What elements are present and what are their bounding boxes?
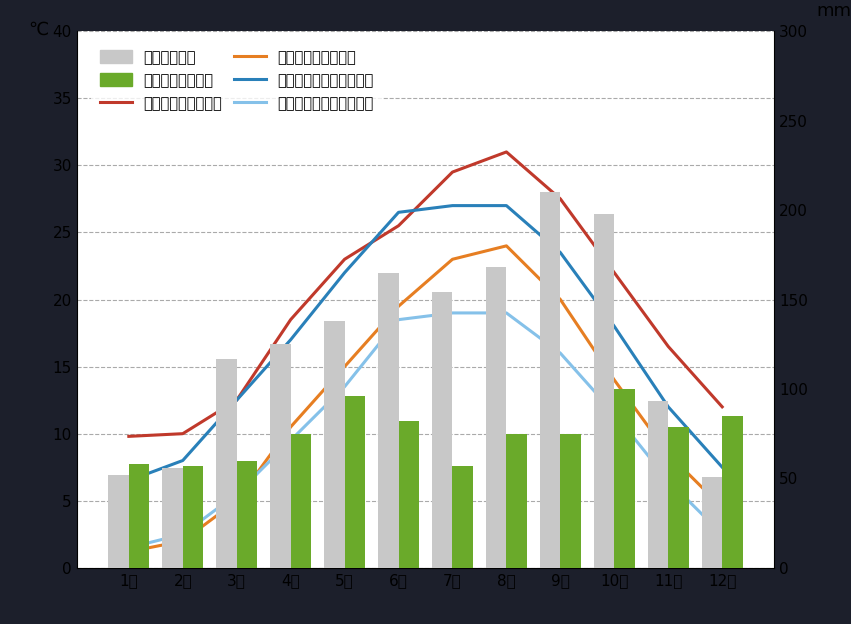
Line: ベネチアの平均最低気温: ベネチアの平均最低気温 [129, 313, 722, 548]
東京の平均最低気温 [340, 363, 350, 371]
ベネチアの平均最低気温 [340, 383, 350, 391]
ベネチアの平均最低気温 [448, 310, 458, 317]
東京の平均最低気温 [609, 376, 620, 384]
ベネチアの平均最高気温 [448, 202, 458, 209]
東京の平均最高気温 [501, 148, 511, 155]
ベネチアの平均最高気温 [231, 396, 242, 404]
東京の平均最低気温 [663, 450, 673, 457]
Bar [702, 477, 722, 568]
Bar [129, 464, 149, 568]
ベネチアの平均最高気温 [717, 464, 728, 471]
東京の平均最高気温 [340, 256, 350, 263]
Bar [345, 396, 365, 568]
東京の平均最低気温 [501, 242, 511, 250]
東京の平均最高気温 [231, 396, 242, 404]
ベネチアの平均最高気温 [663, 403, 673, 411]
Bar [398, 421, 419, 568]
東京の平均最低気温 [286, 423, 296, 431]
Bar [432, 293, 453, 568]
Y-axis label: mm: mm [816, 2, 851, 21]
ベネチアの平均最低気温 [663, 477, 673, 484]
東京の平均最低気温 [123, 548, 134, 555]
ベネチアの平均最低気温 [178, 530, 188, 538]
ベネチアの平均最高気温 [178, 457, 188, 464]
Bar [237, 461, 257, 568]
東京の平均最高気温 [448, 168, 458, 176]
東京の平均最高気温 [717, 403, 728, 411]
Bar [486, 267, 506, 568]
ベネチアの平均最低気温 [555, 349, 565, 357]
Line: 東京の平均最低気温: 東京の平均最低気温 [129, 246, 722, 552]
Bar [648, 401, 668, 568]
Bar [378, 273, 398, 568]
Bar [506, 434, 527, 568]
Bar [453, 466, 473, 568]
Bar [163, 467, 183, 568]
Bar [722, 416, 743, 568]
東京の平均最高気温 [123, 432, 134, 440]
東京の平均最高気温 [663, 343, 673, 350]
Bar [614, 389, 635, 568]
ベネチアの平均最高気温 [555, 249, 565, 256]
ベネチアの平均最低気温 [286, 437, 296, 444]
Bar [183, 466, 203, 568]
東京の平均最高気温 [555, 195, 565, 203]
Line: 東京の平均最高気温: 東京の平均最高気温 [129, 152, 722, 436]
Bar [594, 213, 614, 568]
東京の平均最高気温 [286, 316, 296, 323]
Bar [108, 475, 129, 568]
東京の平均最低気温 [555, 296, 565, 303]
ベネチアの平均最高気温 [340, 269, 350, 276]
Bar [560, 434, 581, 568]
ベネチアの平均最高気温 [286, 336, 296, 343]
ベネチアの平均最低気温 [393, 316, 403, 323]
東京の平均最低気温 [231, 497, 242, 504]
東京の平均最低気温 [178, 537, 188, 545]
ベネチアの平均最高気温 [393, 208, 403, 216]
ベネチアの平均最低気温 [717, 530, 728, 538]
東京の平均最低気温 [393, 303, 403, 310]
東京の平均最高気温 [178, 430, 188, 437]
東京の平均最低気温 [717, 504, 728, 511]
ベネチアの平均最低気温 [501, 310, 511, 317]
Bar [216, 359, 237, 568]
Bar [324, 321, 345, 568]
Bar [540, 192, 560, 568]
ベネチアの平均最高気温 [501, 202, 511, 209]
Bar [668, 427, 688, 568]
Line: ベネチアの平均最高気温: ベネチアの平均最高気温 [129, 205, 722, 480]
Bar [270, 344, 291, 568]
Legend: 東京の降水量, ベネチアの降水量, 東京の平均最高気温, 東京の平均最低気温, ベネチアの平均最高気温, ベネチアの平均最低気温: 東京の降水量, ベネチアの降水量, 東京の平均最高気温, 東京の平均最低気温, … [91, 41, 383, 120]
ベネチアの平均最低気温 [609, 410, 620, 417]
東京の平均最低気温 [448, 256, 458, 263]
東京の平均最高気温 [393, 222, 403, 230]
Y-axis label: ℃: ℃ [28, 21, 49, 39]
ベネチアの平均最低気温 [123, 544, 134, 552]
ベネチアの平均最高気温 [609, 323, 620, 330]
ベネチアの平均最高気温 [123, 477, 134, 484]
ベネチアの平均最低気温 [231, 490, 242, 498]
Bar [291, 434, 311, 568]
東京の平均最高気温 [609, 269, 620, 276]
